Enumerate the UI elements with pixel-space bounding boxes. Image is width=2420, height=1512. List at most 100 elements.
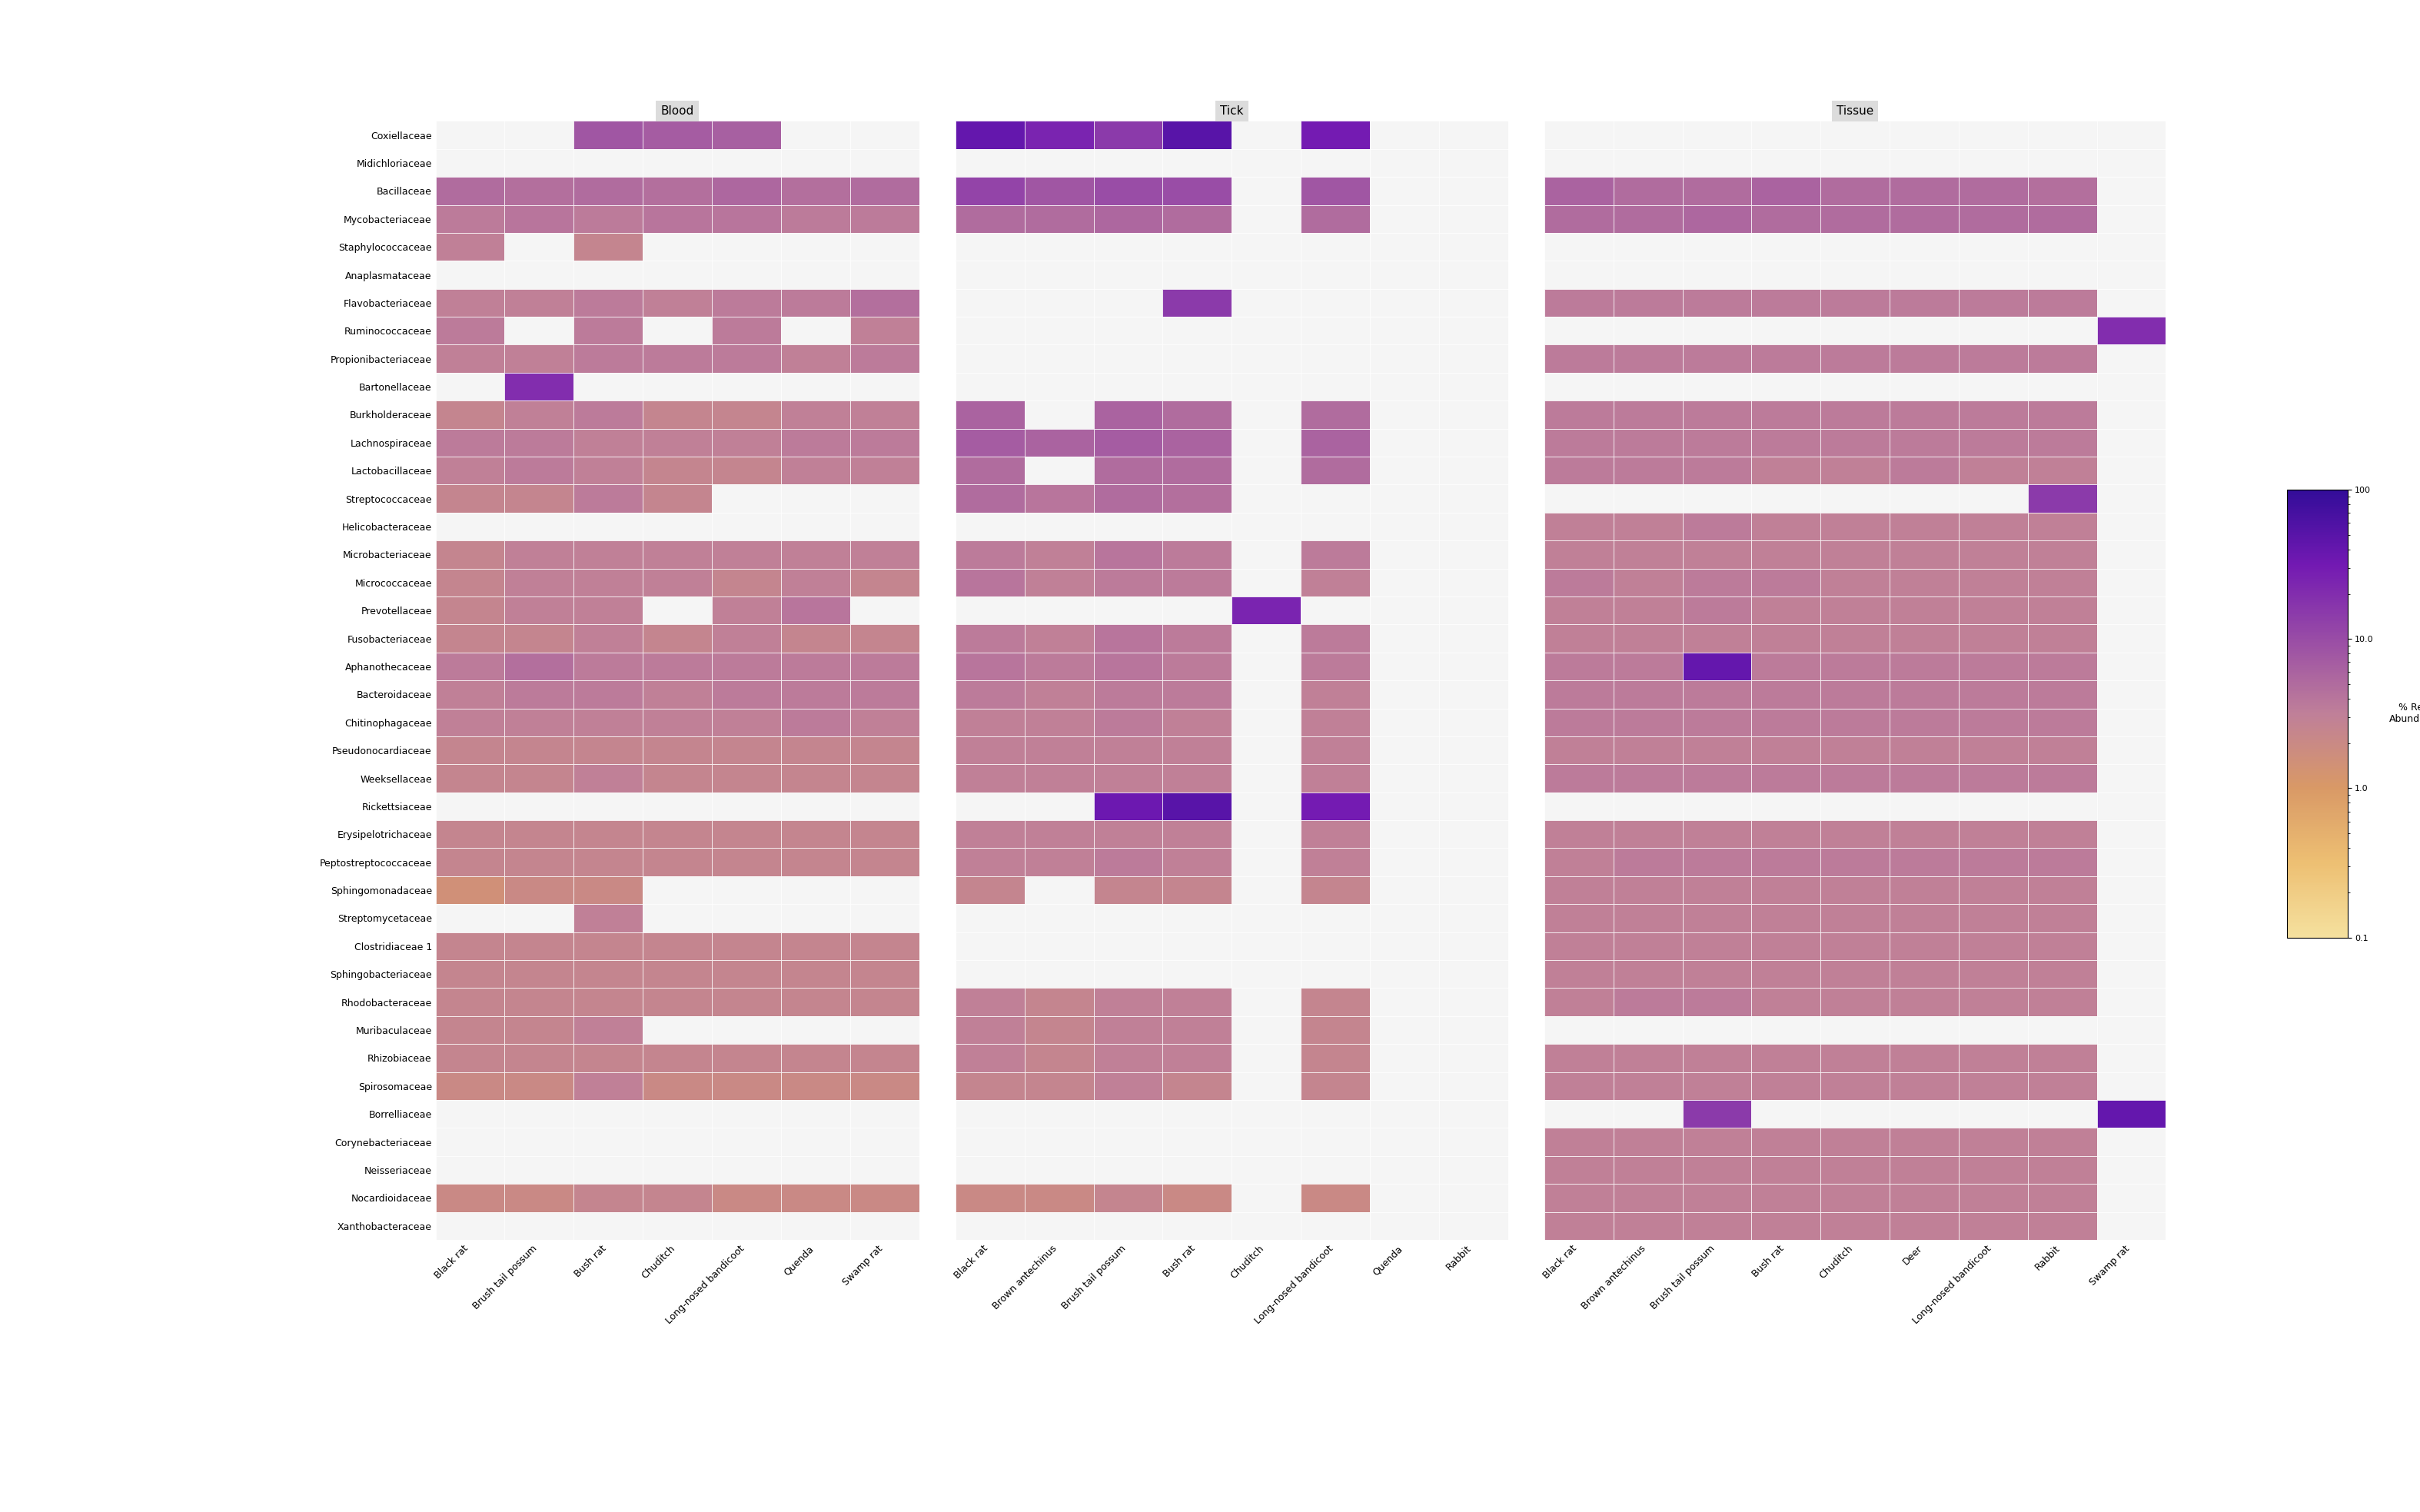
Bar: [2028, 848, 2096, 877]
Bar: [1232, 150, 1302, 177]
Bar: [1752, 904, 1820, 931]
Bar: [436, 1157, 506, 1184]
Bar: [1544, 624, 1614, 653]
Bar: [1544, 792, 1614, 820]
Bar: [574, 877, 644, 904]
Bar: [849, 150, 920, 177]
Bar: [1544, 401, 1614, 429]
Bar: [1682, 121, 1752, 150]
Bar: [711, 233, 782, 262]
Bar: [1682, 289, 1752, 318]
Bar: [1094, 1184, 1162, 1213]
Bar: [1094, 792, 1162, 820]
Bar: [1162, 345, 1232, 373]
Bar: [849, 848, 920, 877]
Bar: [2028, 792, 2096, 820]
Bar: [711, 653, 782, 680]
Bar: [574, 904, 644, 931]
Bar: [1682, 345, 1752, 373]
Bar: [1614, 1213, 1682, 1240]
Bar: [849, 989, 920, 1016]
Bar: [644, 318, 711, 345]
Bar: [506, 485, 574, 513]
Bar: [1094, 904, 1162, 931]
Bar: [1370, 289, 1440, 318]
Bar: [2028, 736, 2096, 765]
Bar: [574, 233, 644, 262]
Bar: [436, 373, 506, 401]
Bar: [436, 960, 506, 989]
Bar: [849, 485, 920, 513]
Bar: [1162, 121, 1232, 150]
Bar: [1302, 736, 1370, 765]
Bar: [782, 989, 849, 1016]
Bar: [1958, 150, 2028, 177]
Bar: [506, 457, 574, 485]
Bar: [506, 736, 574, 765]
Bar: [1958, 624, 2028, 653]
Bar: [1890, 429, 1958, 457]
Bar: [1682, 541, 1752, 569]
Bar: [1094, 820, 1162, 848]
Bar: [1370, 121, 1440, 150]
Title: Tick: Tick: [1220, 106, 1244, 116]
Bar: [1370, 820, 1440, 848]
Bar: [1302, 457, 1370, 485]
Bar: [1162, 318, 1232, 345]
Bar: [1752, 541, 1820, 569]
Bar: [711, 485, 782, 513]
Bar: [1440, 848, 1508, 877]
Bar: [1890, 1157, 1958, 1184]
Bar: [1370, 1045, 1440, 1072]
Bar: [1820, 624, 1890, 653]
Bar: [644, 457, 711, 485]
Bar: [1162, 373, 1232, 401]
Bar: [956, 569, 1024, 597]
Bar: [2096, 1101, 2166, 1128]
Bar: [1958, 569, 2028, 597]
Bar: [574, 597, 644, 624]
Bar: [1544, 1157, 1614, 1184]
Bar: [1890, 569, 1958, 597]
Bar: [849, 513, 920, 541]
Bar: [2028, 541, 2096, 569]
Bar: [1752, 848, 1820, 877]
Bar: [1440, 1072, 1508, 1101]
Bar: [1682, 931, 1752, 960]
Bar: [2096, 848, 2166, 877]
Bar: [1682, 624, 1752, 653]
Bar: [849, 1184, 920, 1213]
Bar: [956, 624, 1024, 653]
Bar: [1232, 1072, 1302, 1101]
Bar: [1682, 1128, 1752, 1155]
Bar: [1440, 931, 1508, 960]
Bar: [2096, 318, 2166, 345]
Bar: [1752, 569, 1820, 597]
Bar: [1752, 960, 1820, 989]
Bar: [1094, 653, 1162, 680]
Bar: [782, 429, 849, 457]
Bar: [2028, 233, 2096, 262]
Bar: [2096, 513, 2166, 541]
Bar: [1820, 1016, 1890, 1045]
Bar: [849, 401, 920, 429]
Bar: [1682, 485, 1752, 513]
Bar: [1958, 262, 2028, 289]
Bar: [2028, 569, 2096, 597]
Bar: [711, 597, 782, 624]
Bar: [1752, 1016, 1820, 1045]
Bar: [1162, 792, 1232, 820]
Bar: [506, 1045, 574, 1072]
Bar: [1614, 1101, 1682, 1128]
Bar: [1440, 904, 1508, 931]
Bar: [2096, 680, 2166, 708]
Bar: [1024, 206, 1094, 233]
Bar: [1370, 1128, 1440, 1155]
Bar: [956, 653, 1024, 680]
Bar: [711, 289, 782, 318]
Bar: [1614, 1016, 1682, 1045]
Bar: [436, 429, 506, 457]
Bar: [1958, 401, 2028, 429]
Bar: [644, 429, 711, 457]
Bar: [1682, 1072, 1752, 1101]
